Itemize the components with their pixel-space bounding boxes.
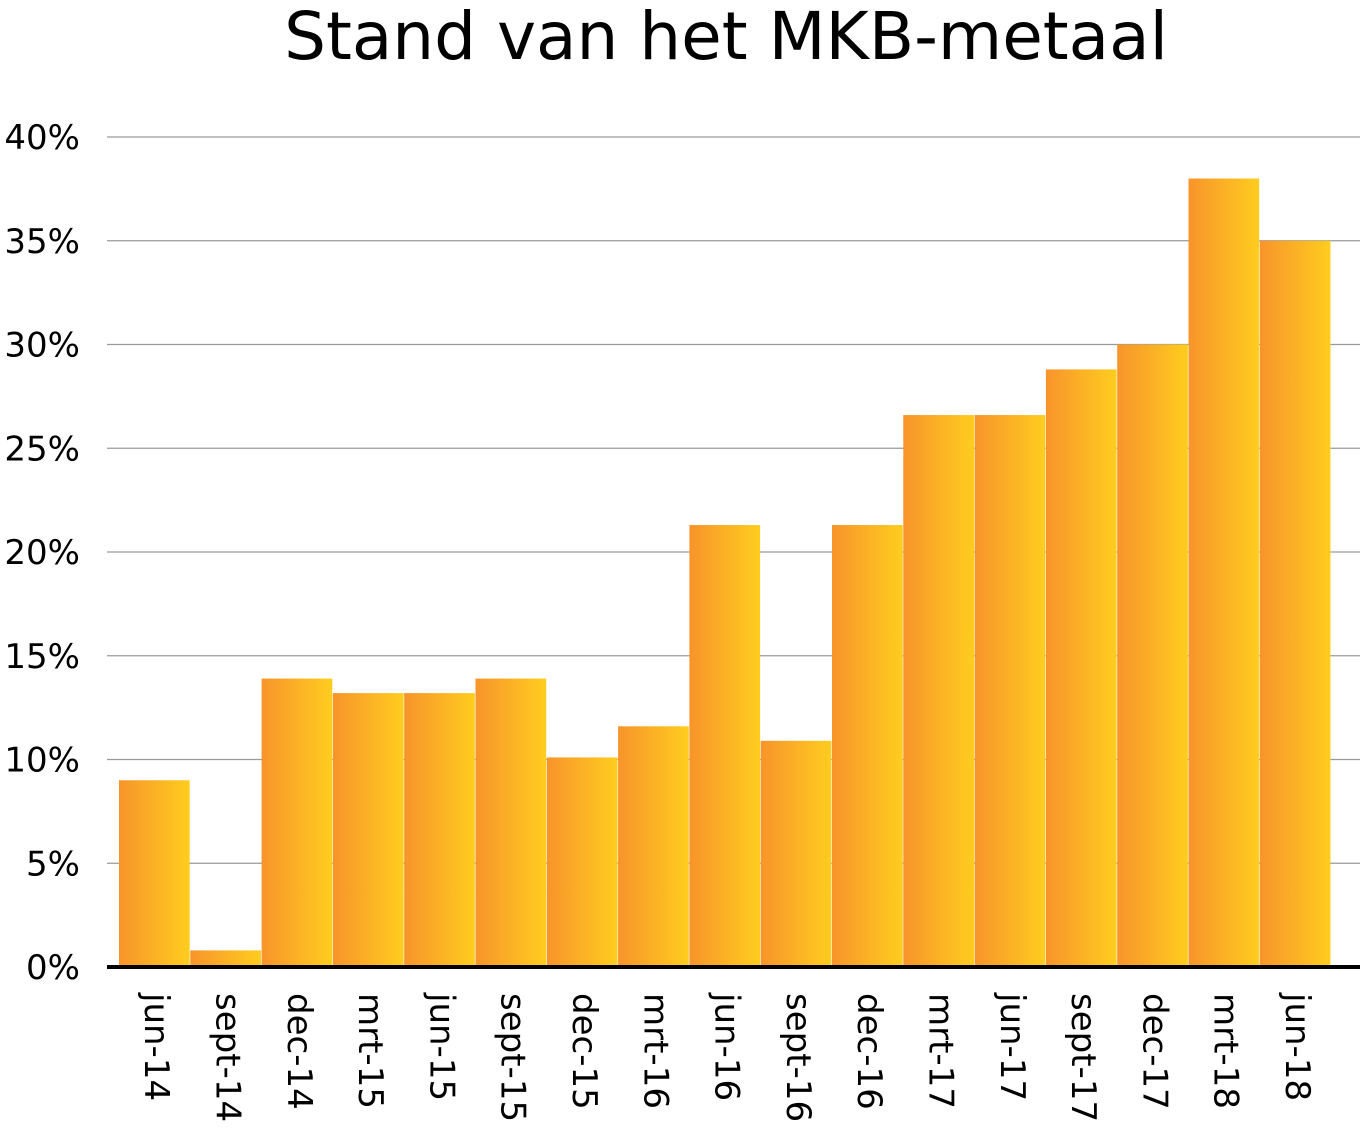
x-tick-label: jun-18: [1277, 992, 1317, 1101]
x-tick-label: mrt-15: [350, 993, 390, 1109]
x-tick-label: sept-15: [493, 993, 533, 1122]
x-tick-label: dec-16: [849, 993, 889, 1110]
bar: [903, 415, 974, 967]
bar: [689, 525, 761, 967]
chart-title: Stand van het MKB-metaal: [284, 0, 1168, 75]
bar: [1188, 178, 1260, 967]
x-tick-label: dec-17: [1134, 993, 1174, 1110]
y-tick-label: 40%: [4, 118, 80, 158]
y-tick-label: 15%: [4, 637, 80, 677]
x-tick-label: dec-15: [564, 993, 604, 1110]
y-tick-labels: 0% 5% 10% 15% 20% 25% 30% 35% 40%: [4, 118, 80, 988]
bar: [475, 678, 547, 967]
bars: [119, 178, 1331, 967]
x-tick-label: dec-14: [279, 993, 319, 1110]
y-tick-label: 25%: [4, 429, 80, 469]
x-tick-label: jun-15: [421, 992, 461, 1101]
bar: [190, 950, 261, 967]
bar: [404, 693, 475, 967]
bar: [332, 693, 404, 967]
x-tick-label: sept-16: [778, 993, 818, 1122]
bar: [760, 740, 832, 967]
bar: [261, 678, 333, 967]
bar: [832, 525, 903, 967]
bar: [974, 415, 1046, 967]
x-tick-labels: jun-14 sept-14 dec-14 mrt-15 jun-15 sept-15 de…: [136, 992, 1317, 1122]
x-tick-label: sept-14: [207, 993, 247, 1122]
y-tick-label: 20%: [4, 533, 80, 573]
bar: [546, 757, 618, 967]
y-tick-label: 30%: [4, 326, 80, 366]
bar: [119, 780, 190, 967]
x-tick-label: mrt-16: [635, 993, 675, 1109]
y-tick-label: 0%: [26, 948, 80, 988]
y-tick-label: 10%: [4, 741, 80, 781]
x-tick-label: jun-14: [136, 992, 176, 1101]
bar: [618, 726, 689, 967]
y-tick-label: 5%: [26, 844, 80, 884]
bar: [1045, 369, 1117, 967]
bar: [1259, 240, 1331, 967]
x-tick-label: jun-17: [992, 992, 1032, 1101]
x-tick-label: mrt-17: [920, 993, 960, 1109]
x-tick-label: jun-16: [707, 992, 747, 1101]
y-tick-label: 35%: [4, 222, 80, 262]
bar: [1117, 344, 1188, 967]
x-tick-label: sept-17: [1063, 993, 1103, 1122]
x-tick-label: mrt-18: [1206, 993, 1246, 1109]
